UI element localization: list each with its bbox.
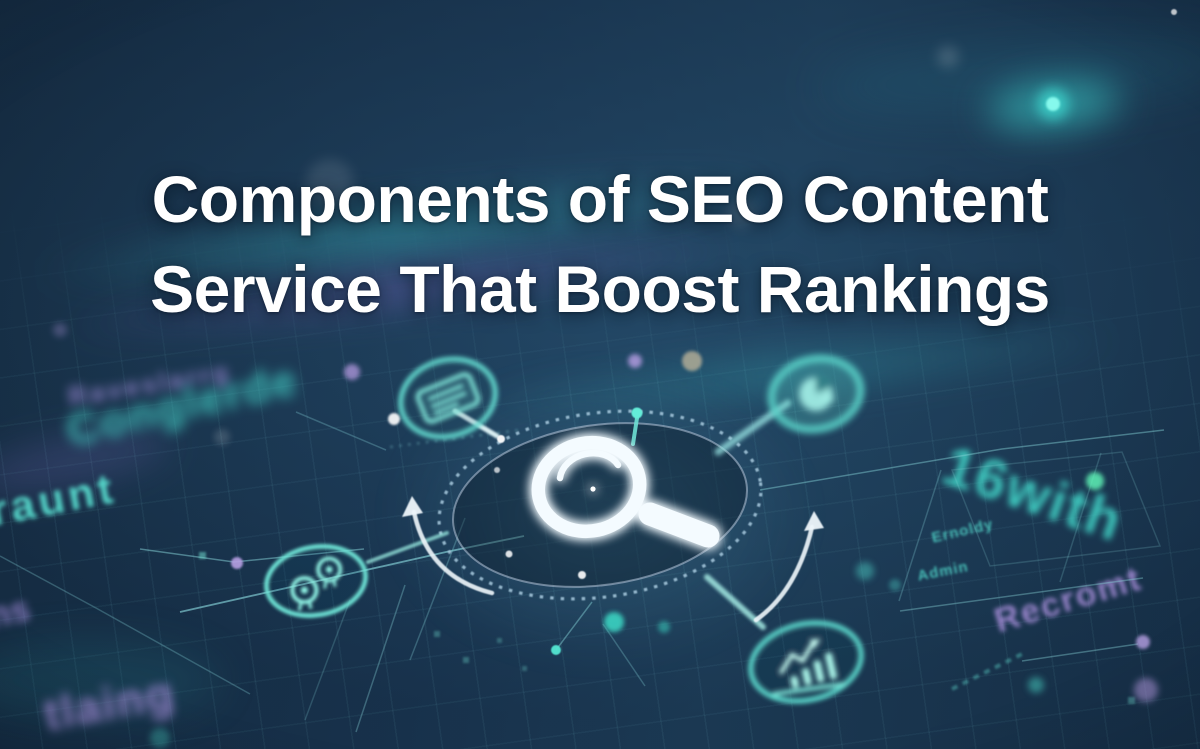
page-title: Components of SEO Content Service That B… [0,154,1200,334]
title-line-1: Components of SEO Content [151,162,1049,236]
title-line-2: Service That Boost Rankings [150,252,1050,326]
